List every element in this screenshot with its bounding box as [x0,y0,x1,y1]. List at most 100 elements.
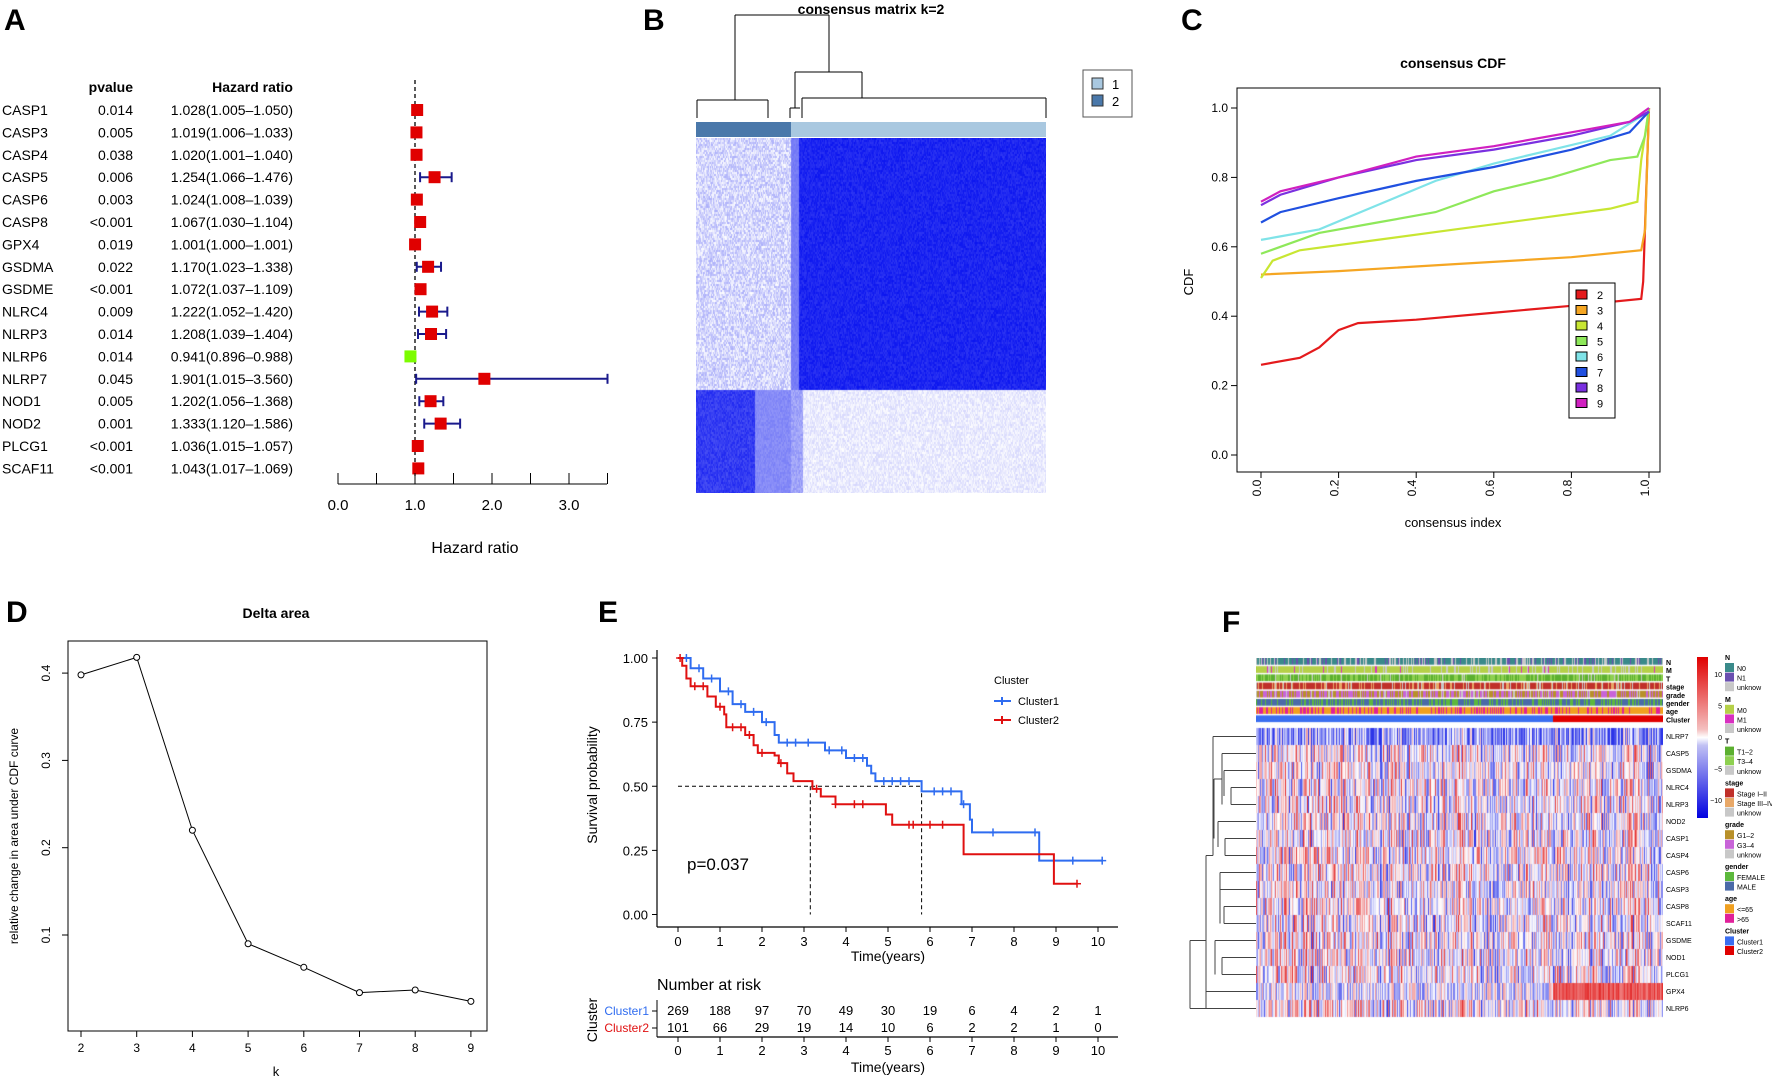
delta-area-point [244,940,252,948]
pvalue-value: 0.022 [98,259,133,275]
risk-table-value: 188 [709,1003,731,1018]
delta-x-tick-label: 4 [189,1041,196,1055]
forest-x-tick-label: 3.0 [559,497,580,514]
panel-label-E: E [598,596,618,629]
cdf-curve-k6 [1260,110,1650,241]
cdf-x-tick-label: 1.0 [1638,479,1652,496]
gene-row-label: CASP5 [1666,751,1689,758]
pvalue-value: 0.005 [98,393,133,409]
km-y-tick-label: 0.00 [623,908,648,923]
cluster-2-annotation-bar [696,122,791,137]
cdf-legend-label: 4 [1597,321,1603,333]
legend-swatch [1725,714,1734,724]
cdf-legend-swatch [1575,367,1588,377]
pvalue-value: 0.009 [98,304,133,320]
cdf-legend-label: 3 [1597,306,1603,318]
risk-table-value: 1 [1094,1003,1101,1018]
hazard-ratio-marker [414,283,427,296]
gene-label: CASP3 [2,124,48,140]
hazard-ratio-value: 1.170(1.023–1.338) [171,259,293,275]
risk-table-value: 101 [667,1020,689,1035]
legend-swatch [1725,756,1734,766]
delta-x-tick-label: 6 [300,1041,307,1055]
gene-row-label: SCAF11 [1666,921,1692,928]
cdf-curve-k8 [1260,110,1650,207]
legend-swatch [1725,881,1734,891]
hazard-ratio-marker [434,417,447,430]
legend-item-label: G1–2 [1737,833,1754,840]
legend-item-label: unknow [1737,811,1762,818]
cdf-legend-label: 2 [1597,290,1603,302]
cdf-legend-swatch [1575,320,1588,331]
hazard-ratio-value: 1.028(1.005–1.050) [171,102,293,118]
legend-swatch [1725,798,1734,807]
pvalue-value: 0.019 [98,236,133,252]
forest-x-tick-label: 1.0 [405,497,426,514]
gene-label: CASP8 [2,214,48,230]
gene-label: PLCG1 [2,438,48,454]
risk-x-tick-label: 7 [968,1043,975,1058]
delta-area-point [188,826,196,834]
legend-swatch-1 [1091,77,1104,90]
cdf-legend-swatch [1575,382,1588,393]
hazard-ratio-value: 1.208(1.039–1.404) [171,326,293,342]
pvalue-value: 0.038 [98,147,133,163]
pvalue-value: 0.001 [98,416,133,432]
legend-item-label: <=65 [1737,907,1753,914]
colorbar-tick-label: −5 [1714,767,1722,774]
legend-group-title: grade [1725,822,1744,829]
risk-table-row-axis-label: Cluster [584,997,600,1042]
km-y-tick-label: 0.50 [623,779,648,794]
gene-row-label: NOD1 [1666,955,1686,962]
risk-table-value: 10 [881,1020,895,1035]
km-pvalue: p=0.037 [687,855,749,874]
forest-x-tick-label: 2.0 [482,497,503,514]
gene-row-label: NLRC4 [1666,785,1689,792]
cdf-legend-label: 9 [1597,399,1603,411]
gene-label: NLRC4 [2,304,48,320]
risk-x-tick-label: 1 [716,1043,723,1058]
legend-item-label: >65 [1737,917,1749,924]
colorbar-tick-label: 5 [1718,704,1722,711]
delta-area-point [467,997,475,1005]
pvalue-value: <0.001 [90,214,133,230]
delta-area-point [411,986,419,994]
km-curve-Cluster2 [678,657,1077,885]
pvalue-value: <0.001 [90,460,133,476]
cdf-legend-swatch [1575,351,1588,362]
legend-item-label: N0 [1737,666,1746,673]
annotation-row-label: N [1666,660,1671,667]
cdf-plot-frame [1236,87,1661,473]
cdf-legend-label: 8 [1597,383,1603,395]
cdf-legend-box [1568,282,1616,419]
delta-area-point [77,671,85,679]
risk-table-title: Number at risk [657,977,762,994]
hazard-ratio-marker [410,193,423,206]
cdf-legend-label: 7 [1597,368,1603,380]
risk-table-value: 19 [797,1020,811,1035]
gene-label: NLRP6 [2,348,47,364]
colorbar-tick-label: 0 [1718,735,1722,742]
legend-group-title: age [1725,896,1737,903]
km-x-tick-label: 8 [1010,934,1017,949]
hazard-ratio-marker [404,350,417,363]
cdf-x-tick-label: 0.0 [1250,479,1264,496]
annotation-row-label: age [1666,709,1678,716]
gene-row-label: NLRP7 [1666,734,1689,741]
cdf-y-tick-label: 0.8 [1211,170,1228,184]
risk-x-tick-label: 0 [674,1043,681,1058]
risk-x-tick-label: 2 [758,1043,765,1058]
gene-row-label: CASP6 [1666,870,1689,877]
km-y-tick-label: 0.75 [623,715,648,730]
km-legend-label: Cluster1 [1018,696,1059,708]
gene-label: CASP1 [2,102,48,118]
legend-group-title: M [1725,697,1731,704]
gene-label: GSDME [2,281,53,297]
cdf-y-tick-label: 0.6 [1211,240,1228,254]
cdf-curve-k2 [1260,107,1651,366]
gene-label: NOD1 [2,393,41,409]
hazard-ratio-marker [410,126,423,139]
risk-x-tick-label: 9 [1052,1043,1059,1058]
gene-row-label: PLCG1 [1666,972,1689,979]
hazard-ratio-value: 1.222(1.052–1.420) [171,304,293,320]
